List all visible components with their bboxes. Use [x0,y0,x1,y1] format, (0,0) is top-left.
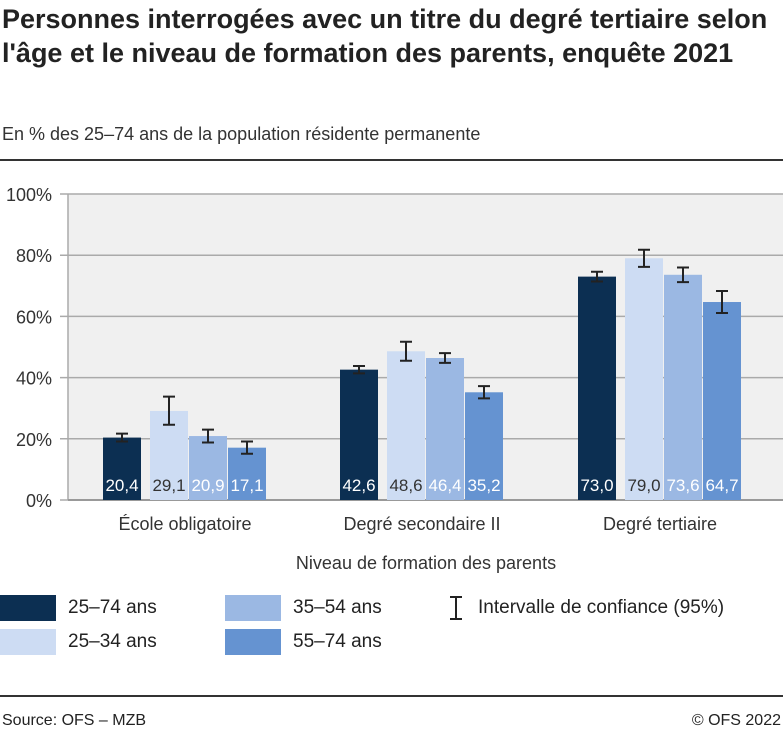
error-bar [591,270,603,283]
data-label: 35,2 [467,476,500,495]
bar [465,392,503,500]
y-tick-label: 100% [6,185,52,205]
bar-chart: 0% 20% 40% 60% 80% 100% 20,4 29,1 20,9 17,1 École … [6,185,783,573]
bar [578,276,616,500]
legend-swatch [0,629,56,655]
legend-label: 25–74 ans [68,597,157,618]
data-label: 29,1 [152,476,185,495]
error-bar [716,290,728,315]
legend-label: Intervalle de confiance (95%) [478,597,725,618]
bar [426,358,464,500]
error-bar [163,395,175,426]
legend-label: 55–74 ans [293,631,382,652]
bar [703,302,741,500]
legend-label: 35–54 ans [293,597,382,618]
legend-swatch [225,595,281,621]
legend-item-ci: Intervalle de confiance (95%) [444,595,724,621]
data-label: 73,6 [666,476,699,495]
bar [103,437,141,500]
bar [189,436,227,500]
x-tick-label: École obligatoire [118,514,251,534]
source: Source: OFS – MZB [2,712,147,729]
error-bar [638,248,650,268]
data-label: 73,0 [580,476,613,495]
legend-swatch [225,629,281,655]
data-label: 46,4 [428,476,461,495]
x-tick-label: Degré secondaire II [343,514,500,534]
error-bar [478,385,490,400]
chart-subtitle: En % des 25–74 ans de la population rési… [2,124,481,144]
legend-label: 25–34 ans [68,631,157,652]
legend-item-25-74: 25–74 ans [0,595,157,621]
legend-swatch [0,595,56,621]
error-bar [400,340,412,362]
x-tick-label: Degré tertiaire [603,514,717,534]
error-bar [677,266,689,284]
y-tick-label: 20% [16,430,52,450]
error-bar [241,440,253,455]
bar [150,410,188,500]
data-label: 20,4 [105,476,138,495]
data-label: 64,7 [705,476,738,495]
data-label: 20,9 [191,476,224,495]
data-label: 79,0 [627,476,660,495]
legend-item-35-54: 35–54 ans [225,595,382,621]
bar [625,258,663,500]
y-tick-label: 60% [16,307,52,327]
bar [387,351,425,500]
error-bar-icon [450,596,462,620]
error-bar [116,432,128,443]
data-label: 48,6 [389,476,422,495]
bar [228,447,266,500]
data-label: 17,1 [230,476,263,495]
top-divider [0,159,783,161]
error-bar [202,428,214,444]
error-bar [439,352,451,364]
chart-title: Personnes interrogées avec un titre du d… [2,4,768,68]
y-tick-label: 0% [26,491,52,511]
bar [340,369,378,500]
bar [664,274,702,500]
bottom-divider [0,695,783,697]
legend-item-55-74: 55–74 ans [225,629,382,655]
legend-item-25-34: 25–34 ans [0,629,157,655]
x-axis-title: Niveau de formation des parents [296,553,556,573]
error-bar [353,364,365,375]
y-tick-label: 80% [16,246,52,266]
copyright: © OFS 2022 [691,712,781,729]
data-label: 42,6 [342,476,375,495]
y-tick-label: 40% [16,369,52,389]
